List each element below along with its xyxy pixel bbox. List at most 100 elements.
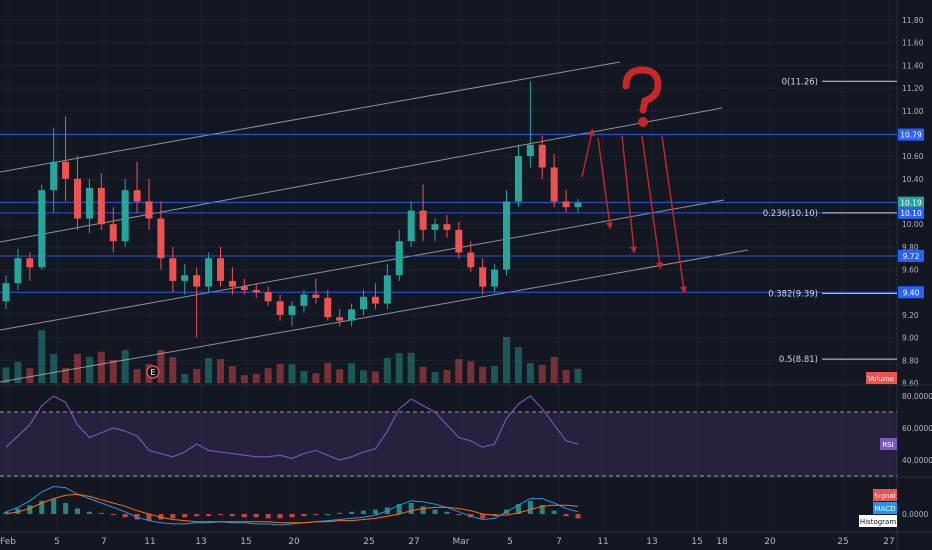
candle-body <box>38 190 46 268</box>
macd-histogram-bar <box>27 505 33 514</box>
volume-bar <box>228 366 236 383</box>
volume-bar <box>503 337 510 383</box>
volume-bar <box>360 370 367 383</box>
candle-body <box>503 201 510 270</box>
macd-histogram-bar <box>420 506 426 514</box>
volume-bar <box>431 372 439 383</box>
macd-histogram-bar <box>86 511 92 514</box>
channel-line <box>0 61 621 173</box>
price-label: 9.72 <box>903 252 920 261</box>
macd-line <box>5 485 579 526</box>
macd-histogram-bar <box>325 514 331 515</box>
candle-body <box>85 187 93 219</box>
volume-bar <box>276 363 284 383</box>
macd-histogram-bar <box>563 514 569 517</box>
y-tick-label: 8.80 <box>902 356 919 365</box>
question-mark-dot <box>638 117 648 127</box>
volume-bar <box>443 370 451 383</box>
candle-body <box>228 280 236 287</box>
volume-bar <box>467 361 475 383</box>
signal-line <box>5 493 579 524</box>
annotation-arrow <box>581 128 595 178</box>
volume-bar <box>550 357 558 383</box>
x-tick-label: Mar <box>453 537 470 547</box>
fib-level-label: 0(11.26) <box>782 77 818 87</box>
earnings-marker-label: E <box>150 368 155 377</box>
volume-bar <box>217 359 224 383</box>
macd-legend-label: Signal <box>874 492 896 500</box>
candle-body <box>538 144 546 168</box>
price-label: 10.19 <box>900 199 922 208</box>
y-tick-label: 10.60 <box>902 152 924 161</box>
candle-body <box>324 297 332 318</box>
macd-histogram-bar <box>122 514 128 518</box>
macd-histogram-bar <box>3 511 9 514</box>
macd-histogram-bar <box>515 504 521 514</box>
macd-histogram-bar <box>146 514 152 521</box>
volume-bar <box>371 371 379 383</box>
macd-histogram-bar <box>480 514 486 519</box>
x-tick-label: 5 <box>507 537 513 547</box>
volume-bar <box>14 361 22 383</box>
macd-histogram-bar <box>527 500 533 514</box>
x-tick-label: 20 <box>764 537 776 547</box>
macd-histogram-bar <box>206 514 212 517</box>
volume-bar <box>562 370 570 383</box>
x-tick-label: 7 <box>101 537 107 547</box>
candle-body <box>252 289 260 293</box>
candle-body <box>74 178 81 219</box>
price-label-tag <box>898 286 924 299</box>
macd-histogram-bar <box>218 514 223 516</box>
volume-bar <box>62 368 70 383</box>
y-tick-label: 11.60 <box>902 39 924 48</box>
price-label-tag <box>898 196 924 209</box>
volume-bar <box>419 366 427 383</box>
macd-histogram-bar <box>539 505 545 514</box>
volume-bar <box>193 369 201 383</box>
macd-histogram-bar <box>349 511 355 514</box>
candle-body <box>26 258 34 268</box>
x-tick-label: 25 <box>363 537 374 547</box>
macd-histogram-bar <box>361 510 366 514</box>
macd-histogram-bar <box>432 509 438 514</box>
x-tick-label: Feb <box>0 537 16 547</box>
macd-histogram-bar <box>182 514 188 518</box>
channel-line <box>0 107 723 243</box>
candle-body <box>300 294 308 306</box>
macd-y-tick-label: 0.0000 <box>902 510 928 519</box>
volume-bar <box>395 353 403 383</box>
macd-histogram-bar <box>229 514 235 517</box>
y-tick-label: 9.00 <box>902 334 919 343</box>
annotation-arrow <box>597 137 613 230</box>
price-label-tag <box>898 128 924 141</box>
macd-legend-label: MACD <box>875 505 896 513</box>
macd-histogram-bar <box>253 514 259 518</box>
annotation-arrow <box>641 135 663 270</box>
candle-body <box>419 210 427 230</box>
rsi-axis-label: RSI <box>882 441 893 449</box>
candle-body <box>217 258 224 281</box>
y-tick-label: 8.60 <box>902 379 919 388</box>
candle-body <box>431 224 439 230</box>
volume-bar <box>50 354 58 383</box>
rsi-axis-tag <box>880 438 897 450</box>
candle-body <box>407 210 415 242</box>
annotation-arrow <box>661 135 687 294</box>
candle-body <box>479 267 487 287</box>
macd-histogram-bar <box>110 514 116 516</box>
candle-body <box>395 241 403 276</box>
macd-histogram-bar <box>98 512 104 514</box>
x-tick-label: 13 <box>646 537 657 547</box>
volume-bar <box>300 371 308 383</box>
macd-histogram-bar <box>575 514 581 519</box>
rsi-y-tick-label: 60.0000 <box>902 424 932 433</box>
candle-body <box>14 258 22 284</box>
fib-level-label: 0.5(8.81) <box>779 355 818 365</box>
y-tick-label: 11.80 <box>902 16 924 25</box>
x-tick-label: 20 <box>288 537 300 547</box>
candle-body <box>383 275 391 304</box>
x-tick-label: 15 <box>240 537 251 547</box>
candle-body <box>97 187 105 225</box>
x-tick-label: 11 <box>597 537 608 547</box>
